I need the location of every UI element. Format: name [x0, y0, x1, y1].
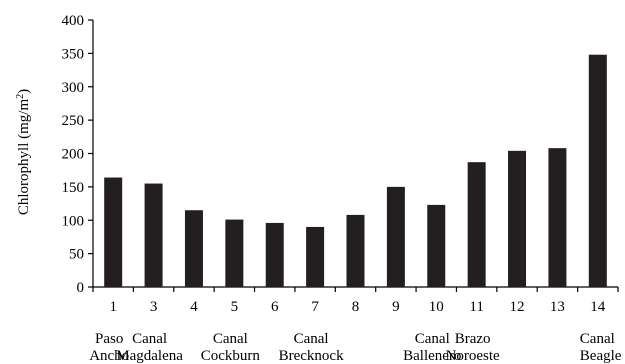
bar-station-8 [346, 214, 365, 287]
y-axis: 0 50 100 150 200 250 300 350 400 [62, 13, 94, 296]
bar-station-11 [467, 162, 486, 287]
y-tick-label: 0 [77, 280, 85, 296]
bar-station-12 [508, 150, 527, 287]
bar-station-13 [548, 148, 567, 287]
category-label: 9 [392, 299, 400, 315]
y-tick-label: 100 [62, 213, 85, 229]
region-label-line1: Brazo [455, 331, 491, 347]
x-axis [92, 286, 619, 292]
category-label: 6 [271, 299, 279, 315]
category-label: 7 [311, 299, 319, 315]
category-label: 1 [109, 299, 117, 315]
bar-station-3 [144, 183, 163, 287]
y-axis-label: Chlorophyll (mg/m2) [15, 89, 33, 215]
region-label-line2: Ancho [89, 348, 129, 364]
y-tick-label: 200 [62, 147, 85, 163]
y-tick-label: 350 [62, 46, 85, 62]
category-label: 3 [150, 299, 158, 315]
bar-station-7 [306, 226, 325, 287]
category-label: 12 [510, 299, 525, 315]
category-label: 14 [590, 299, 606, 315]
bars [104, 54, 607, 288]
y-tick-label: 400 [62, 13, 85, 29]
region-label-line1: Paso [95, 331, 123, 347]
bar-station-14 [588, 54, 607, 288]
region-label-line1: Canal [213, 331, 248, 347]
bar-station-6 [265, 222, 284, 287]
region-label-line2: Cockburn [201, 348, 261, 364]
region-label-line2: Magdalena [116, 348, 183, 364]
category-label: 4 [190, 299, 198, 315]
region-label-line2: Beagle [580, 348, 622, 364]
region-label-line1: Canal [415, 331, 450, 347]
region-labels: PasoAnchoCanalMagdalenaCanalCockburnCana… [89, 331, 622, 364]
bar-station-5 [225, 219, 244, 287]
region-label-line2: Noroeste [446, 348, 500, 364]
region-label-line2: Brecknock [279, 348, 344, 364]
bar-station-1 [104, 177, 123, 287]
y-tick-label: 150 [62, 180, 85, 196]
y-tick-label: 250 [62, 113, 85, 129]
category-label: 11 [469, 299, 483, 315]
region-label-line1: Canal [132, 331, 167, 347]
region-label-line2: Ballenero [403, 348, 461, 364]
region-label-line1: Canal [580, 331, 615, 347]
bar-station-4 [184, 210, 203, 287]
category-labels: 1 3 4 5 6 7 8 9 10 11 12 13 14 [109, 299, 605, 315]
category-label: 13 [550, 299, 565, 315]
y-tick-label: 50 [69, 247, 84, 263]
category-label: 10 [429, 299, 444, 315]
bar-station-9 [386, 186, 405, 287]
bar-station-10 [427, 204, 446, 287]
category-label: 5 [231, 299, 239, 315]
y-tick-label: 300 [62, 80, 85, 96]
region-label-line1: Canal [294, 331, 329, 347]
category-label: 8 [352, 299, 360, 315]
